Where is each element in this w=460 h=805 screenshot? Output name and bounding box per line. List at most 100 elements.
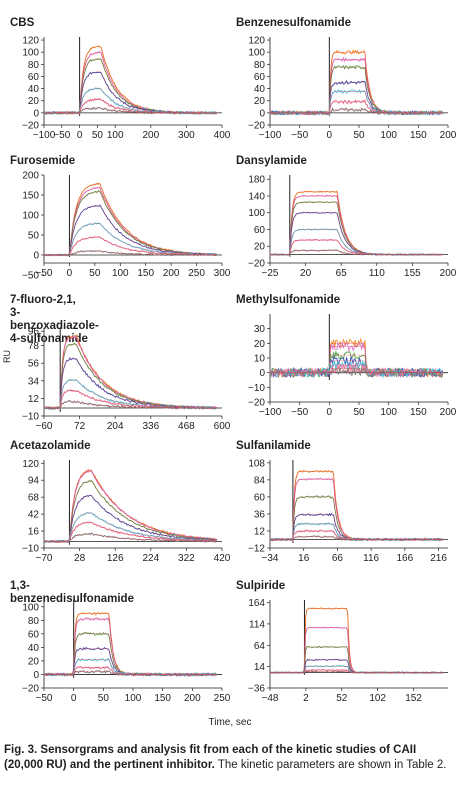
x-tick-label: 300 [178, 130, 195, 141]
x-tick-label: 116 [363, 553, 379, 564]
x-tick-label: 126 [107, 553, 124, 564]
fit-curve [44, 337, 217, 409]
fit-curve [44, 58, 217, 114]
x-tick-label: 2 [303, 693, 309, 704]
y-tick-label: −10 [22, 412, 39, 423]
fit-curve [270, 109, 443, 114]
y-tick-label: 30 [254, 324, 266, 335]
x-tick-label: −50 [53, 130, 70, 141]
x-tick-label: 200 [163, 268, 180, 279]
x-tick-label: 200 [440, 130, 457, 141]
x-tick-label: −50 [291, 130, 308, 141]
x-tick-label: −60 [36, 421, 53, 432]
fit-curve [44, 648, 217, 675]
x-tick-label: 0 [67, 268, 73, 279]
x-tick-label: 65 [336, 268, 348, 279]
y-tick-label: 60 [254, 225, 266, 236]
y-tick-label: 150 [22, 191, 39, 202]
sensorgram-trace [43, 616, 217, 677]
x-tick-label: −100 [259, 130, 282, 141]
y-tick-label: 60 [28, 72, 40, 83]
y-tick-label: 100 [22, 211, 39, 222]
fit-curve [44, 671, 217, 675]
fit-curve [44, 618, 217, 675]
y-tick-label: 114 [249, 619, 265, 630]
x-tick-label: 468 [178, 421, 195, 432]
fit-curve [44, 495, 217, 542]
x-tick-label: −50 [291, 407, 308, 418]
sensorgram-trace [269, 626, 443, 674]
y-tick-label: 20 [254, 339, 266, 350]
fit-curve [44, 107, 217, 114]
fit-curve [44, 613, 217, 675]
x-tick-label: 224 [142, 553, 159, 564]
fit-curve [270, 250, 443, 255]
y-tick-label: 0 [259, 368, 265, 379]
x-tick-label: 100 [112, 268, 129, 279]
y-tick-label: 10 [254, 354, 266, 365]
figure-caption: Fig. 3. Sensorgrams and analysis fit fro… [4, 743, 456, 773]
x-tick-label: −48 [262, 693, 279, 704]
x-tick-label: −100 [259, 407, 282, 418]
y-tick-label: 96 [28, 327, 40, 338]
y-tick-label: 100 [248, 48, 265, 59]
x-tick-label: 0 [71, 693, 77, 704]
x-tick-label: 0 [77, 130, 83, 141]
y-tick-label: 140 [248, 191, 265, 202]
y-tick-label: 100 [248, 208, 265, 219]
sensorgram-trace [43, 71, 217, 115]
fit-curve [270, 608, 443, 673]
y-tick-label: 0 [33, 108, 39, 119]
caption-bold: Fig. 3. Sensorgrams and analysis fit fro… [4, 744, 417, 771]
sensorgram-trace [43, 400, 217, 410]
y-tick-label: 108 [248, 458, 265, 469]
y-axis-label: RU [2, 350, 12, 363]
sensorgram-trace [269, 658, 443, 674]
fit-curve [270, 191, 443, 255]
y-tick-label: 50 [28, 231, 40, 242]
x-tick-label: 250 [188, 268, 205, 279]
y-tick-label: 80 [254, 60, 266, 71]
sensorgram-trace [269, 238, 443, 256]
y-tick-label: −12 [248, 544, 265, 555]
x-tick-label: −34 [262, 553, 279, 564]
y-tick-label: 100 [22, 602, 39, 613]
x-tick-label: 336 [142, 421, 159, 432]
sensorgram-trace [269, 201, 444, 256]
x-tick-label: 600 [214, 421, 231, 432]
y-tick-label: 120 [22, 459, 39, 470]
y-tick-label: −20 [22, 684, 39, 695]
fit-curve [44, 191, 217, 256]
fit-curve [270, 536, 443, 540]
y-tick-label: 12 [28, 394, 40, 405]
sensorgram-trace [43, 378, 217, 410]
fit-curve [270, 201, 443, 255]
y-tick-label: −36 [248, 684, 265, 695]
x-tick-label: 66 [332, 553, 344, 564]
x-tick-label: −100 [33, 130, 56, 141]
sensorgram-trace [269, 645, 443, 674]
x-tick-label: 166 [397, 553, 414, 564]
y-tick-label: 36 [254, 509, 266, 520]
x-tick-label: 155 [404, 268, 421, 279]
y-tick-label: 20 [28, 96, 40, 107]
fit-curve [44, 358, 217, 409]
fit-curve [44, 470, 217, 542]
sensorgram-trace [269, 190, 443, 256]
fit-curve [270, 627, 443, 673]
y-tick-label: 120 [22, 36, 39, 47]
y-tick-label: 100 [22, 48, 39, 59]
x-tick-label: 200 [184, 693, 201, 704]
fit-curve [44, 335, 217, 409]
x-tick-label: 50 [98, 693, 110, 704]
x-tick-label: 102 [369, 693, 386, 704]
sensorgram-trace [269, 365, 444, 379]
y-tick-label: 94 [28, 476, 40, 487]
y-tick-label: 16 [28, 527, 40, 538]
x-tick-label: 28 [74, 553, 86, 564]
y-tick-label: 84 [254, 475, 266, 486]
x-tick-label: 100 [107, 130, 124, 141]
x-tick-label: 200 [440, 268, 457, 279]
chart-svg: 120 94 68 42 16 −10−70 28 126 224 322 420 [22, 459, 231, 564]
